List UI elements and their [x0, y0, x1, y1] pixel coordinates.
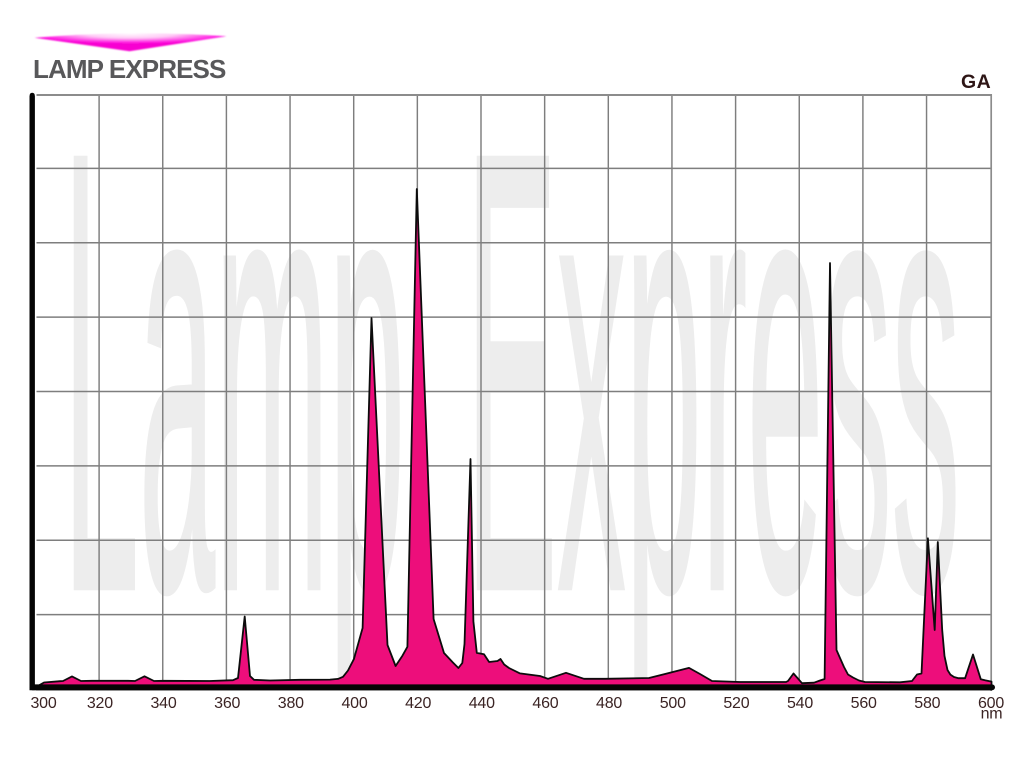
- svg-text:500: 500: [660, 695, 686, 712]
- svg-text:600: 600: [978, 695, 1004, 712]
- svg-text:Lamp: Lamp: [63, 23, 405, 725]
- svg-text:300: 300: [30, 695, 56, 712]
- svg-text:400: 400: [341, 695, 367, 712]
- svg-text:360: 360: [214, 695, 240, 712]
- svg-text:440: 440: [469, 695, 495, 712]
- svg-text:LAMP EXPRESS: LAMP EXPRESS: [33, 54, 226, 84]
- svg-text:520: 520: [723, 695, 749, 712]
- svg-text:Express: Express: [466, 23, 960, 725]
- svg-text:560: 560: [851, 695, 877, 712]
- svg-text:540: 540: [787, 695, 813, 712]
- svg-text:340: 340: [150, 695, 176, 712]
- svg-text:460: 460: [532, 695, 558, 712]
- svg-text:420: 420: [405, 695, 431, 712]
- svg-text:320: 320: [87, 695, 113, 712]
- svg-text:580: 580: [914, 695, 940, 712]
- svg-text:GA: GA: [961, 71, 991, 93]
- svg-text:480: 480: [596, 695, 622, 712]
- svg-text:380: 380: [278, 695, 304, 712]
- svg-text:nm: nm: [981, 706, 1003, 723]
